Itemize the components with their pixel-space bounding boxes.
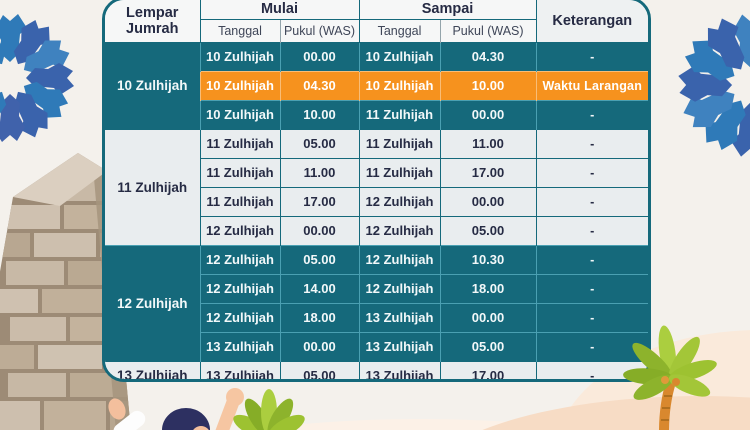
palm-bush-illustration xyxy=(233,389,305,430)
pilgrim-head xyxy=(162,408,210,430)
cell-mulai-pukul: 05.00 xyxy=(279,244,359,274)
cell-sampai-tanggal: 11 Zulhijah xyxy=(358,128,440,158)
schedule-row: 12 Zulhijah 14.00 12 Zulhijah 18.00- xyxy=(105,273,648,303)
cell-mulai-tanggal: 13 Zulhijah xyxy=(199,331,280,361)
group-label: 12 Zulhijah xyxy=(105,244,200,361)
jumrah-schedule-table: Lempar Jumrah Mulai Sampai Keterangan Ta… xyxy=(102,0,651,382)
cell-sampai-tanggal: 12 Zulhijah xyxy=(358,244,440,274)
cell-sampai-pukul: 17.00 xyxy=(439,360,536,379)
cell-sampai-pukul: 11.00 xyxy=(439,128,536,158)
cell-keterangan: - xyxy=(535,41,648,71)
cell-sampai-pukul: 00.00 xyxy=(439,302,536,332)
palm-tree-illustration xyxy=(623,325,717,430)
cell-mulai-tanggal: 10 Zulhijah xyxy=(199,70,280,100)
schedule-row: 11 Zulhijah 11 Zulhijah 05.00 11 Zulhijah 11… xyxy=(105,128,648,245)
cell-sampai-pukul: 10.00 xyxy=(439,70,536,100)
cell-mulai-tanggal: 11 Zulhijah xyxy=(199,128,280,158)
cell-sampai-pukul: 05.00 xyxy=(439,215,536,245)
cell-sampai-pukul: 05.00 xyxy=(439,331,536,361)
cell-sampai-tanggal: 13 Zulhijah xyxy=(358,331,440,361)
header-sampai-tanggal: Tanggal xyxy=(358,18,440,42)
cell-keterangan: - xyxy=(535,302,648,332)
cell-mulai-pukul: 17.00 xyxy=(279,186,359,216)
cell-mulai-pukul: 18.00 xyxy=(279,302,359,332)
cell-mulai-pukul: 05.00 xyxy=(279,128,359,158)
cell-mulai-pukul: 11.00 xyxy=(279,157,359,187)
cell-sampai-pukul: 17.00 xyxy=(439,157,536,187)
cell-sampai-pukul: 18.00 xyxy=(439,273,536,303)
cell-keterangan: Waktu Larangan xyxy=(535,70,648,100)
schedule-row: 11 Zulhijah 11.00 11 Zulhijah 17.00- xyxy=(105,157,648,187)
cell-sampai-pukul: 10.30 xyxy=(439,244,536,274)
header-mulai-pukul: Pukul (WAS) xyxy=(279,18,359,42)
cell-mulai-tanggal: 11 Zulhijah xyxy=(199,186,280,216)
pilgrims-illustration xyxy=(108,388,244,430)
cell-sampai-pukul: 00.00 xyxy=(439,99,536,129)
cell-keterangan: - xyxy=(535,186,648,216)
cell-mulai-pukul: 10.00 xyxy=(279,99,359,129)
cell-mulai-tanggal: 12 Zulhijah xyxy=(199,215,280,245)
schedule-body: 10 Zulhijah 10 Zulhijah 00.00 10 Zulhijah 04… xyxy=(105,41,648,379)
schedule-row: 10 Zulhijah 04.30 10 Zulhijah 10.00 Waktu La… xyxy=(105,70,648,100)
cell-mulai-tanggal: 13 Zulhijah xyxy=(199,360,280,379)
cell-sampai-pukul: 04.30 xyxy=(439,41,536,71)
cell-sampai-tanggal: 11 Zulhijah xyxy=(358,99,440,129)
cell-mulai-pukul: 05.00 xyxy=(279,360,359,379)
schedule-row: 12 Zulhijah 18.00 13 Zulhijah 00.00- xyxy=(105,302,648,332)
schedule-row: 10 Zulhijah 10 Zulhijah 00.00 10 Zulhijah 04… xyxy=(105,41,648,129)
schedule-row: 10 Zulhijah 10.00 11 Zulhijah 00.00- xyxy=(105,99,648,129)
cell-sampai-tanggal: 12 Zulhijah xyxy=(358,186,440,216)
cell-mulai-tanggal: 11 Zulhijah xyxy=(199,157,280,187)
cell-keterangan: - xyxy=(535,128,648,158)
cell-sampai-tanggal: 12 Zulhijah xyxy=(358,215,440,245)
schedule-table: Lempar Jumrah Mulai Sampai Keterangan Ta… xyxy=(105,0,648,379)
cell-keterangan: - xyxy=(535,331,648,361)
group-label: 10 Zulhijah xyxy=(105,41,200,129)
cell-sampai-pukul: 00.00 xyxy=(439,186,536,216)
cell-mulai-tanggal: 10 Zulhijah xyxy=(199,41,280,71)
schedule-row: 13 Zulhijah 00.00 13 Zulhijah 05.00- xyxy=(105,331,648,361)
header-lempar-jumrah: Lempar Jumrah xyxy=(105,0,200,42)
cell-mulai-pukul: 14.00 xyxy=(279,273,359,303)
cell-sampai-tanggal: 13 Zulhijah xyxy=(358,360,440,379)
cell-sampai-tanggal: 13 Zulhijah xyxy=(358,302,440,332)
header-sampai: Sampai xyxy=(358,0,536,19)
cell-mulai-pukul: 00.00 xyxy=(279,331,359,361)
schedule-row: 11 Zulhijah 17.00 12 Zulhijah 00.00- xyxy=(105,186,648,216)
schedule-row: 12 Zulhijah 12 Zulhijah 05.00 12 Zulhijah 10… xyxy=(105,244,648,361)
cell-mulai-tanggal: 12 Zulhijah xyxy=(199,302,280,332)
cell-mulai-tanggal: 12 Zulhijah xyxy=(199,273,280,303)
cell-keterangan: - xyxy=(535,215,648,245)
cell-mulai-tanggal: 10 Zulhijah xyxy=(199,99,280,129)
cell-sampai-tanggal: 11 Zulhijah xyxy=(358,157,440,187)
header-sampai-pukul: Pukul (WAS) xyxy=(439,18,536,42)
header-keterangan: Keterangan xyxy=(535,0,648,42)
cell-keterangan: - xyxy=(535,360,648,379)
cell-mulai-pukul: 00.00 xyxy=(279,215,359,245)
cell-sampai-tanggal: 10 Zulhijah xyxy=(358,70,440,100)
cell-mulai-tanggal: 12 Zulhijah xyxy=(199,244,280,274)
cell-keterangan: - xyxy=(535,244,648,274)
schedule-row: 13 Zulhijah 13 Zulhijah 05.00 13 Zulhijah 17… xyxy=(105,360,648,379)
cell-sampai-tanggal: 12 Zulhijah xyxy=(358,273,440,303)
header-mulai: Mulai xyxy=(199,0,359,19)
raised-arm xyxy=(215,395,240,430)
cell-keterangan: - xyxy=(535,273,648,303)
cell-mulai-pukul: 04.30 xyxy=(279,70,359,100)
cell-sampai-tanggal: 10 Zulhijah xyxy=(358,41,440,71)
cell-keterangan: - xyxy=(535,99,648,129)
group-label: 11 Zulhijah xyxy=(105,128,200,245)
header-mulai-tanggal: Tanggal xyxy=(199,18,280,42)
cell-keterangan: - xyxy=(535,157,648,187)
schedule-row: 12 Zulhijah 00.00 12 Zulhijah 05.00- xyxy=(105,215,648,245)
schedule-header: Lempar Jumrah Mulai Sampai Keterangan Ta… xyxy=(105,0,648,42)
group-label: 13 Zulhijah xyxy=(105,360,200,379)
cell-mulai-pukul: 00.00 xyxy=(279,41,359,71)
